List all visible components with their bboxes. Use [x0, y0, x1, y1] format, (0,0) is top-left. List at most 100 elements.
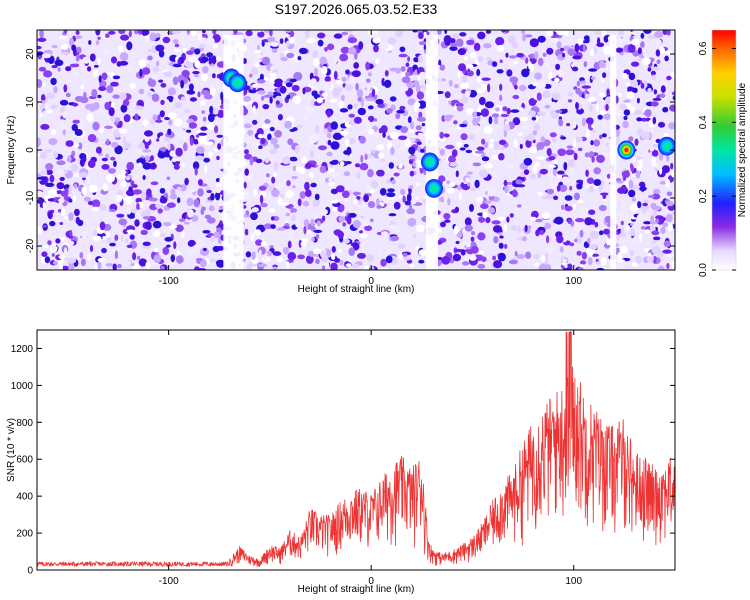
spectrogram-cell — [341, 190, 350, 199]
spectrogram-cell — [480, 152, 486, 158]
spectrogram-cell — [654, 215, 664, 220]
spectrogram-cell — [80, 84, 85, 90]
colorbar-label: Normalized spectral amplitude — [737, 82, 748, 217]
spectrogram-cell — [545, 62, 551, 69]
spectrogram-cell — [483, 125, 493, 135]
spectrogram-cell — [472, 111, 478, 118]
spectrogram-cell — [360, 218, 364, 223]
spectrogram-cell — [193, 244, 202, 250]
spectrogram-cell — [584, 217, 593, 226]
blank-columns — [223, 35, 617, 270]
spectrogram-cell — [568, 168, 577, 177]
spectrogram-cell — [86, 253, 92, 261]
hotspot-ring — [426, 157, 434, 167]
spectrogram-cell — [166, 202, 176, 208]
spectrogram-cell — [333, 33, 343, 39]
spectrogram-cell — [642, 207, 647, 214]
spectrogram-cell — [244, 228, 249, 236]
spectrogram-cell — [642, 202, 648, 207]
spectrogram-cell — [313, 229, 323, 233]
spectrogram-cell — [588, 209, 596, 215]
spectrogram-cell — [285, 190, 295, 199]
spectrogram-cell — [412, 234, 416, 239]
spectrogram-cell — [664, 55, 669, 62]
spectrogram-cell — [521, 68, 530, 78]
spectrogram-cell — [589, 230, 600, 239]
spectrogram-cell — [387, 141, 393, 150]
spectrogram-cell — [541, 195, 551, 200]
spectrogram-cell — [556, 41, 562, 49]
spectrogram-cell — [534, 72, 542, 80]
spectrogram-cell — [619, 103, 628, 111]
spectrogram-cell — [344, 30, 354, 33]
spectrogram-cell — [563, 161, 568, 171]
spectrogram-cell — [140, 191, 147, 201]
spectrogram-cell — [401, 76, 411, 84]
spectrogram-cell — [37, 137, 41, 147]
spectrogram-cell — [471, 231, 476, 236]
spectrogram-cell — [586, 129, 590, 138]
spectrogram-cell — [567, 48, 576, 56]
spectrogram-cell — [588, 104, 593, 112]
spectrogram-cell — [101, 164, 110, 170]
spectrogram-cell — [250, 66, 258, 76]
spectrogram-cell — [671, 170, 675, 178]
spectrogram-cell — [399, 46, 406, 52]
spectrogram-cell — [654, 31, 664, 38]
spectrogram-cell — [66, 79, 74, 83]
spectrogram-cell — [305, 162, 312, 169]
spectrogram-cell — [603, 228, 610, 235]
spectrogram-cell — [449, 161, 458, 167]
spectrogram-cell — [163, 71, 173, 77]
spectrogram-cell — [152, 66, 160, 73]
spectrogram-cell — [565, 149, 575, 156]
spectrogram-cell — [370, 33, 381, 39]
spectrogram-cell — [331, 246, 336, 253]
spectrogram-cell — [406, 259, 413, 264]
spectrogram-cell — [138, 59, 147, 68]
spectrogram-cell — [400, 126, 409, 134]
spectrogram-cell — [290, 60, 299, 64]
spectrogram-cell — [68, 185, 72, 195]
spectrogram-cell — [402, 195, 406, 203]
spectrogram-cell — [174, 101, 183, 109]
spectrogram-cell — [167, 143, 171, 151]
spectrogram-cell — [418, 32, 424, 40]
spectrogram-cell — [347, 104, 353, 110]
spectrogram-cell — [529, 38, 539, 48]
spectrogram-cell — [128, 30, 132, 38]
spectrogram-cell — [408, 146, 416, 155]
spectrogram-cell — [117, 62, 121, 67]
spectrogram-cell — [340, 130, 349, 136]
spectrogram-cell — [407, 56, 411, 62]
spectrogram-cell — [508, 55, 517, 59]
spectrogram-cell — [324, 76, 331, 83]
spectrogram-cell — [357, 107, 366, 116]
spectrogram-cell — [386, 108, 393, 114]
spectrogram-cell — [418, 41, 427, 46]
spectrogram-cell — [650, 202, 657, 209]
spectrogram-cell — [297, 56, 302, 61]
spectrogram-cell — [537, 81, 546, 90]
spectrogram-cell — [598, 230, 604, 236]
spectrogram-cell — [209, 87, 216, 96]
spectrogram-cell — [506, 107, 511, 115]
spectrogram-cell — [123, 142, 132, 149]
colorbar-tick-label: 0.4 — [698, 115, 709, 129]
spectrogram-cell — [192, 70, 200, 75]
spectrogram-cell — [345, 69, 350, 75]
spectrogram-cell — [566, 123, 571, 127]
spectrogram-cell — [117, 245, 127, 250]
spectrogram-cell — [194, 167, 198, 176]
spectrogram-cell — [375, 58, 380, 65]
spectrogram-cell — [534, 51, 539, 60]
spectrogram-cell — [287, 252, 297, 261]
spectrogram-cell — [106, 173, 115, 183]
spectrogram-cell — [68, 240, 75, 246]
spectrogram-cell — [82, 155, 87, 163]
spectrogram-cell — [572, 204, 577, 211]
spectrogram-cell — [643, 30, 652, 34]
spectrogram-cell — [562, 258, 568, 263]
spectrogram-cell — [41, 251, 48, 257]
spectrogram-cell — [39, 112, 43, 118]
